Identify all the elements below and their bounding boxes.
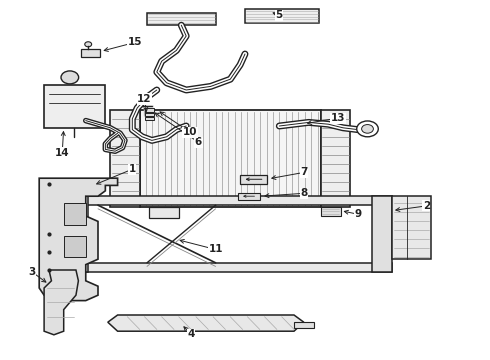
- Text: 10: 10: [183, 127, 197, 137]
- Text: 1: 1: [129, 164, 136, 174]
- Text: 2: 2: [423, 201, 430, 211]
- Text: 7: 7: [300, 167, 308, 177]
- Text: 3: 3: [28, 267, 35, 277]
- Text: 15: 15: [127, 37, 142, 48]
- Polygon shape: [238, 193, 260, 200]
- Text: 12: 12: [137, 94, 152, 104]
- Text: 11: 11: [208, 244, 223, 255]
- Polygon shape: [44, 85, 105, 128]
- Polygon shape: [145, 113, 154, 116]
- Polygon shape: [39, 178, 118, 301]
- Polygon shape: [372, 196, 392, 272]
- Polygon shape: [392, 196, 431, 259]
- Polygon shape: [245, 9, 318, 23]
- Circle shape: [362, 125, 373, 133]
- Text: 8: 8: [300, 188, 307, 198]
- Text: 13: 13: [331, 113, 345, 123]
- Polygon shape: [81, 49, 100, 57]
- Polygon shape: [44, 270, 78, 335]
- Polygon shape: [321, 207, 341, 216]
- Polygon shape: [145, 108, 154, 112]
- Polygon shape: [149, 207, 179, 218]
- Circle shape: [357, 121, 378, 137]
- Polygon shape: [110, 110, 140, 207]
- Circle shape: [61, 71, 78, 84]
- Text: 4: 4: [187, 329, 195, 339]
- Polygon shape: [108, 315, 304, 331]
- Polygon shape: [145, 117, 154, 120]
- Polygon shape: [321, 110, 350, 207]
- Polygon shape: [294, 322, 314, 328]
- Polygon shape: [64, 236, 86, 257]
- Text: 14: 14: [55, 148, 70, 158]
- Polygon shape: [69, 263, 392, 272]
- Text: 5: 5: [276, 10, 283, 20]
- Text: 9: 9: [354, 209, 361, 219]
- Polygon shape: [69, 196, 88, 272]
- Polygon shape: [64, 203, 86, 225]
- Circle shape: [85, 42, 92, 47]
- Polygon shape: [147, 13, 216, 25]
- Text: 6: 6: [195, 137, 202, 147]
- Polygon shape: [240, 175, 267, 184]
- Polygon shape: [69, 196, 392, 205]
- Polygon shape: [140, 110, 321, 207]
